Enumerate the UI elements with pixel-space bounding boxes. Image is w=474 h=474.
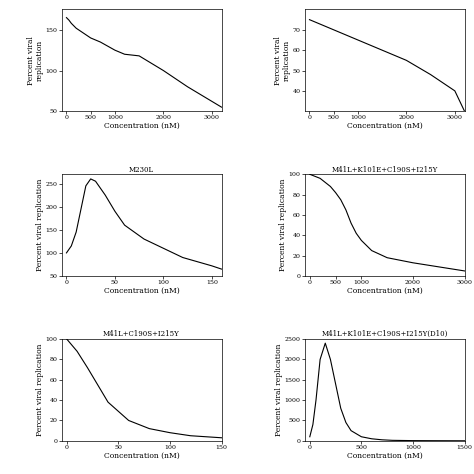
X-axis label: Concentration (nM): Concentration (nM) — [104, 122, 180, 130]
Y-axis label: Percent viral replication: Percent viral replication — [279, 179, 287, 272]
Title: M41L+K101E+C190S+I215Y(D10): M41L+K101E+C190S+I215Y(D10) — [321, 330, 448, 338]
Title: M41L+K101E+C190S+I215Y: M41L+K101E+C190S+I215Y — [331, 165, 438, 173]
X-axis label: Concentration (nM): Concentration (nM) — [104, 451, 180, 459]
Y-axis label: Percent viral replication: Percent viral replication — [36, 179, 44, 272]
Y-axis label: Percent viral replication: Percent viral replication — [275, 344, 283, 436]
X-axis label: Concentration (nM): Concentration (nM) — [346, 451, 422, 459]
Title: M41L+C190S+I215Y: M41L+C190S+I215Y — [103, 330, 180, 338]
Y-axis label: Percent viral replication: Percent viral replication — [36, 344, 44, 436]
X-axis label: Concentration (nM): Concentration (nM) — [104, 287, 180, 294]
X-axis label: Concentration (nM): Concentration (nM) — [346, 287, 422, 294]
Y-axis label: Percent viral
replication: Percent viral replication — [274, 36, 291, 85]
Title: M230L: M230L — [129, 165, 154, 173]
X-axis label: Concentration (nM): Concentration (nM) — [346, 122, 422, 130]
Y-axis label: Percent viral
replication: Percent viral replication — [27, 36, 44, 85]
